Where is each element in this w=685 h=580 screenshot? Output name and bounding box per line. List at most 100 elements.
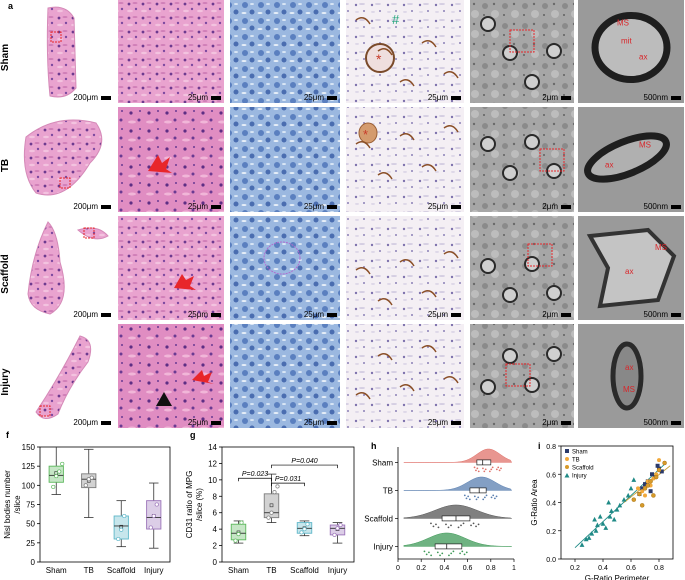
scale-b-label: 25μm [188,202,209,211]
legend-marker [565,449,569,453]
x-tick-label: 0.8 [486,565,496,572]
data-point [631,497,637,502]
scale-a-label: 200μm [73,202,98,211]
data-point [592,516,597,522]
x-tick-label: Sham [228,566,249,575]
scale-a-bar [101,421,111,425]
cd31-stain [377,48,393,56]
rain-point [495,468,498,471]
cd31-stain [355,17,371,25]
data-point [659,469,664,474]
box-injury [329,522,346,544]
tem-image [470,107,574,212]
rain-point [463,494,466,497]
panel-e2-row-2: ax MS 500nm [578,107,684,212]
data-point [640,486,645,491]
panel-letter-a: a [8,1,14,11]
rain-point [467,495,470,498]
scale-a-label: 200μm [73,93,98,102]
data-point [631,477,637,482]
data-point [607,514,613,519]
vessel [365,43,395,73]
box-injury [146,482,162,549]
y-tick-label: 0.8 [546,444,556,451]
density-cloud [403,532,512,547]
scale-b-label: 25μm [188,418,209,427]
rain-point [477,470,480,473]
significance-bracket: P=0.031 [271,476,305,487]
panel-d-row-2: * 25μm [346,107,464,212]
rain-point [448,554,450,557]
cd31-stain [443,125,459,133]
y-tick-label: 8 [213,492,218,501]
row-label-tb: TB [0,159,11,172]
x-tick-label: 0.6 [463,565,473,572]
roi-box [39,405,51,417]
data-point [606,499,611,505]
data-point [266,515,271,520]
scale-b-bar [211,421,221,425]
data-point [655,463,660,468]
myelin-sheath [610,341,644,411]
data-point [636,486,640,491]
legend-label: Sham [572,450,588,456]
rain-point [475,469,477,472]
panel-e2-row-4: ax MS 500nm [578,324,684,428]
data-point [603,525,609,530]
tem-annotation: ax [625,363,633,372]
plot-frame [221,446,355,563]
p-value-label: P=0.031 [275,476,301,483]
rain-point [423,550,426,553]
rain-point [473,466,476,469]
scale-d-bar [451,205,461,209]
rain-point [465,497,468,500]
data-point [275,484,280,489]
data-point [302,527,307,532]
cd31-stain [421,40,437,48]
legend-label: TB [572,458,580,464]
density-cloud [403,448,513,463]
cd31-stain [399,259,415,267]
rain-point [450,524,452,527]
rain-point [490,468,493,471]
scale-d-label: 25μm [428,310,449,319]
rain-point [430,554,433,557]
data-point [154,502,159,507]
scale-e2-bar [671,313,681,317]
data-point [597,514,603,519]
box-sham [48,446,65,495]
scale-e2-label: 500nm [644,310,669,319]
y-tick-label: 12 [208,459,217,468]
myelin-sheath [591,12,671,83]
x-tick-label: 0.8 [654,565,664,572]
y-axis-label: G-Ratio Area [530,479,539,526]
data-point [122,513,127,519]
data-point [89,475,94,480]
panel-c-row-1: 25μm [230,0,340,103]
roi-box [50,31,62,43]
black-triangle-icon [156,392,172,406]
cd31-stain [399,384,415,392]
he-image [118,0,224,103]
y-axis-label: CD31 ratio of MPG/slice (%) [185,471,204,539]
scale-d-label: 25μm [428,93,449,102]
rain-point [441,552,444,555]
box-body [113,515,129,540]
myelin-ring [524,256,540,272]
hash-marker: # [392,12,400,27]
significance-bracket: P=0.023 [238,471,272,482]
y-tick-label: 25 [26,539,35,548]
series-injury [579,477,637,547]
rain-point [465,551,468,554]
tem-annotation: ax [625,267,633,276]
rain-point [497,466,500,469]
rain-point [477,523,480,526]
data-point [621,497,627,502]
rain-point [435,523,437,526]
scale-c-label: 25μm [304,418,325,427]
data-point [151,513,156,519]
data-point [51,484,56,489]
data-point [236,532,241,537]
x-tick-label: Scaffold [290,566,319,575]
